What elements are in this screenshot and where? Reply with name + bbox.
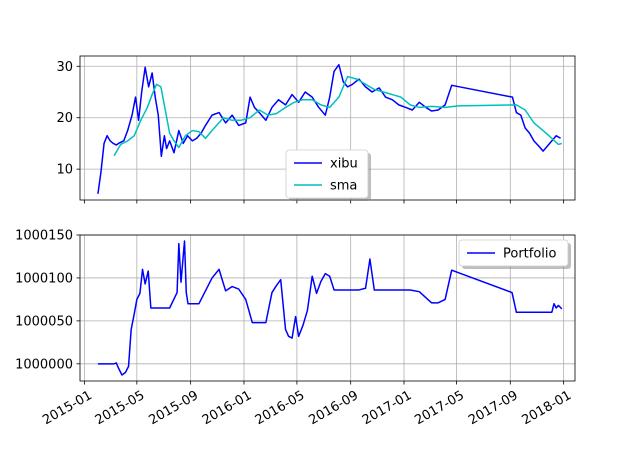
x-tick-label: 2015-01 — [40, 388, 95, 428]
legend: Portfolio — [458, 239, 571, 269]
x-tick-label: 2017-09 — [466, 388, 521, 428]
y-tick-label: 20 — [56, 111, 73, 126]
x-tick-label: 2018-01 — [519, 388, 574, 428]
x-tick-label: 2015-05 — [93, 388, 148, 428]
x-tick-label: 2016-09 — [307, 388, 362, 428]
series-line-portfolio — [97, 240, 563, 376]
y-tick-label: 1000100 — [15, 271, 73, 286]
series-line-xibu — [97, 63, 561, 194]
price-panel: 10 20 30 xibu sma — [56, 55, 576, 204]
y-tick-label: 1000050 — [15, 314, 73, 329]
x-tick-label: 2017-01 — [360, 388, 415, 428]
x-tick-label: 2016-01 — [200, 388, 255, 428]
y-tick-label: 1000150 — [15, 229, 73, 244]
legend-box — [458, 239, 569, 267]
legend-box — [285, 149, 369, 199]
series-line-sma — [113, 75, 563, 157]
x-tick-label: 2017-05 — [412, 388, 467, 428]
legend: xibu sma — [285, 149, 371, 201]
legend-label-xibu: xibu — [330, 157, 358, 172]
y-tick-label: 1000000 — [15, 357, 73, 372]
x-tick-label: 2015-09 — [146, 388, 201, 428]
legend-label-portfolio: Portfolio — [503, 247, 557, 262]
x-tick-label: 2016-05 — [253, 388, 308, 428]
y-tick-label: 10 — [56, 163, 73, 178]
legend-label-sma: sma — [330, 179, 357, 194]
portfolio-panel: 10000001000050100010010001502015-012015-… — [15, 229, 576, 428]
y-tick-label: 30 — [56, 60, 73, 75]
axes-frame — [79, 234, 576, 382]
